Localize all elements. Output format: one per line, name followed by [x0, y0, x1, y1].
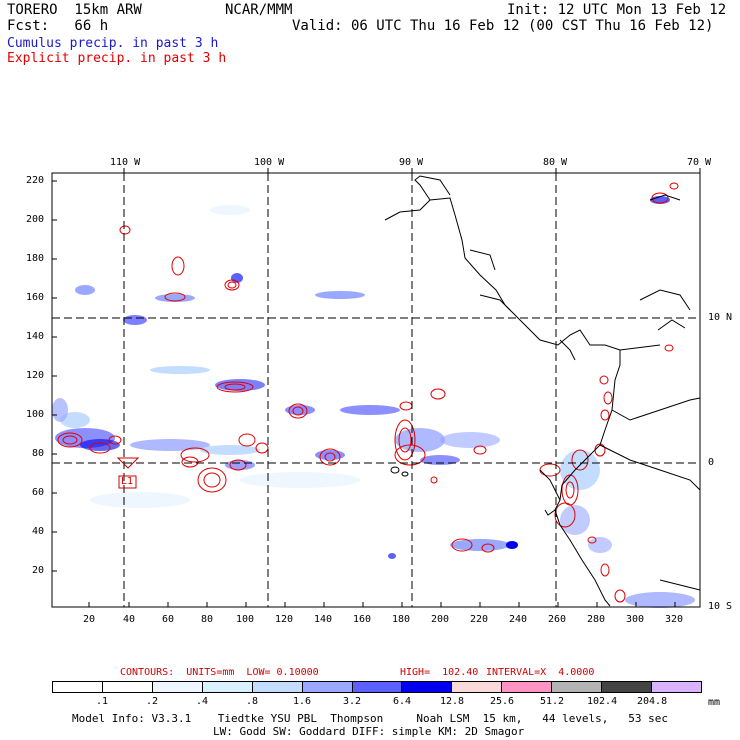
y-tick-label: 20 — [32, 565, 45, 576]
y-tick-label: 120 — [26, 370, 45, 381]
colorbar-labels: .1 .2 .4 .8 1.6 3.2 6.4 12.8 25.6 51.2 102.4 204.8 — [52, 697, 702, 709]
colorbar-label: 25.6 — [490, 696, 515, 707]
x-tick-label: 260 — [548, 614, 567, 625]
colorbar-label: .4 — [196, 696, 209, 707]
lat-label: 10 N — [708, 312, 733, 323]
org-label: NCAR/MMM — [225, 2, 293, 18]
colorbar-segment — [53, 682, 103, 692]
x-tick-label: 20 — [83, 614, 96, 625]
model-title: TORERO 15km ARW — [7, 2, 142, 18]
x-tick-label: 160 — [353, 614, 372, 625]
colorbar-label: 51.2 — [540, 696, 565, 707]
forecast-hour: Fcst: 66 h — [7, 18, 109, 34]
coastlines — [384, 175, 701, 607]
x-tick-label: 120 — [275, 614, 294, 625]
low-marker-shape — [116, 457, 140, 469]
valid-time: Valid: 06 UTC Thu 16 Feb 12 (00 CST Thu … — [292, 18, 714, 34]
colorbar-segment — [152, 682, 203, 692]
lon-label: 90 W — [399, 157, 424, 168]
colorbar — [52, 681, 702, 693]
low-marker-box — [118, 475, 137, 489]
x-axis-ticks — [88, 602, 676, 607]
colorbar-segment — [302, 682, 353, 692]
lon-label: 100 W — [254, 157, 285, 168]
x-tick-label: 280 — [587, 614, 606, 625]
x-tick-label: 60 — [162, 614, 175, 625]
contour-high: HIGH= 102.40 — [400, 667, 479, 678]
lat-label: 0 — [708, 457, 715, 468]
colorbar-segment — [452, 682, 503, 692]
contour-interval: INTERVAL=X 4.0000 — [486, 667, 595, 678]
colorbar-segment — [252, 682, 303, 692]
x-tick-label: 200 — [431, 614, 450, 625]
x-tick-label: 40 — [123, 614, 136, 625]
model-info-physics: LW: Godd SW: Goddard DIFF: simple KM: 2D… — [213, 725, 525, 738]
map-frame — [51, 172, 701, 608]
colorbar-label: 102.4 — [587, 696, 618, 707]
init-time: Init: 12 UTC Mon 13 Feb 12 — [507, 2, 727, 18]
colorbar-label: 12.8 — [440, 696, 465, 707]
colorbar-label: 204.8 — [637, 696, 668, 707]
explicit-precip-contours — [57, 182, 679, 603]
x-tick-label: 180 — [392, 614, 411, 625]
x-tick-label: 140 — [314, 614, 333, 625]
colorbar-label: .8 — [246, 696, 259, 707]
colorbar-label: 3.2 — [343, 696, 362, 707]
colorbar-segment — [352, 682, 403, 692]
colorbar-label: 6.4 — [393, 696, 412, 707]
lon-label: 80 W — [543, 157, 568, 168]
colorbar-segment — [652, 682, 701, 692]
y-tick-label: 80 — [32, 448, 45, 459]
y-tick-label: 180 — [26, 253, 45, 264]
low-marker-label: L1 — [121, 476, 134, 487]
x-tick-label: 240 — [509, 614, 528, 625]
colorbar-segment — [602, 682, 653, 692]
x-tick-label: 80 — [201, 614, 214, 625]
y-tick-label: 160 — [26, 292, 45, 303]
colorbar-segment — [502, 682, 553, 692]
lon-ticks-top — [123, 168, 701, 173]
colorbar-segment — [102, 682, 153, 692]
colorbar-segment — [552, 682, 603, 692]
lon-label: 70 W — [687, 157, 712, 168]
model-info: Model Info: V3.3.1 Tiedtke YSU PBL Thomp… — [72, 712, 669, 725]
colorbar-label: 1.6 — [293, 696, 312, 707]
y-tick-label: 200 — [26, 214, 45, 225]
y-tick-label: 140 — [26, 331, 45, 342]
colorbar-label: .1 — [96, 696, 109, 707]
lat-label: 10 S — [708, 601, 733, 612]
x-tick-label: 300 — [626, 614, 645, 625]
colorbar-label: .2 — [146, 696, 159, 707]
x-tick-label: 320 — [665, 614, 684, 625]
colorbar-segment — [202, 682, 253, 692]
contour-units: CONTOURS: UNITS=mm LOW= 0.10000 — [120, 667, 319, 678]
y-tick-label: 40 — [32, 526, 45, 537]
colorbar-unit: mm — [708, 697, 721, 708]
x-tick-label: 100 — [236, 614, 255, 625]
colorbar-segment — [402, 682, 453, 692]
legend-cumulus: Cumulus precip. in past 3 h — [7, 36, 219, 51]
legend-explicit: Explicit precip. in past 3 h — [7, 51, 227, 66]
y-tick-label: 60 — [32, 487, 45, 498]
x-tick-label: 220 — [470, 614, 489, 625]
y-tick-label: 100 — [26, 409, 45, 420]
lon-label: 110 W — [110, 157, 141, 168]
y-axis-ticks — [52, 180, 57, 572]
y-tick-label: 220 — [26, 175, 45, 186]
lat-lon-grid — [52, 173, 700, 607]
cumulus-precip-areas — [52, 196, 695, 608]
